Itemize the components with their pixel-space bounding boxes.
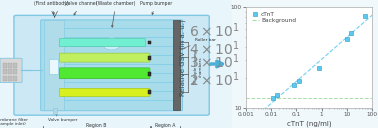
- X-axis label: cTnT (ng/ml): cTnT (ng/ml): [287, 120, 332, 127]
- FancyBboxPatch shape: [59, 68, 150, 79]
- Text: Region B: Region B: [86, 123, 107, 128]
- Point: [296, 80, 302, 82]
- Ellipse shape: [102, 37, 121, 50]
- Text: Valve channel: Valve channel: [65, 1, 97, 15]
- Text: Valve bumper: Valve bumper: [48, 114, 77, 122]
- Point: [349, 32, 355, 34]
- Bar: [44, 20, 64, 110]
- Bar: [148, 41, 151, 44]
- Point: [316, 67, 322, 69]
- FancyBboxPatch shape: [59, 38, 145, 47]
- Bar: [49, 59, 58, 74]
- Legend: cTnT, Background: cTnT, Background: [251, 11, 297, 23]
- Bar: [13, 63, 17, 68]
- Bar: [148, 56, 151, 60]
- Text: Membrane filter
(Sample inlet): Membrane filter (Sample inlet): [0, 118, 28, 126]
- Bar: [8, 63, 12, 68]
- Bar: [3, 69, 7, 74]
- FancyBboxPatch shape: [0, 58, 22, 83]
- FancyBboxPatch shape: [14, 15, 209, 115]
- Bar: [53, 108, 57, 114]
- FancyBboxPatch shape: [41, 20, 183, 111]
- Bar: [3, 76, 7, 81]
- Text: Pump cavity
(Waste chamber): Pump cavity (Waste chamber): [96, 0, 136, 27]
- Bar: [13, 76, 17, 81]
- Bar: [148, 90, 151, 94]
- Bar: [3, 63, 7, 68]
- Text: Roller bar: Roller bar: [179, 38, 216, 50]
- Point: [344, 38, 350, 40]
- Bar: [8, 69, 12, 74]
- Text: Region A: Region A: [155, 123, 176, 128]
- Bar: [13, 69, 17, 74]
- Y-axis label: Relative GSV (in a. u.): Relative GSV (in a. u.): [180, 19, 186, 96]
- Point: [274, 94, 280, 96]
- Point: [362, 15, 368, 17]
- Bar: [8, 76, 12, 81]
- Text: Detection zone
(First antibody): Detection zone (First antibody): [34, 0, 69, 14]
- FancyBboxPatch shape: [59, 53, 150, 62]
- Text: Pump bumper: Pump bumper: [139, 1, 172, 15]
- Text: Multiple reagent
chambers: Multiple reagent chambers: [194, 50, 203, 83]
- Bar: [148, 72, 151, 76]
- Bar: [173, 20, 180, 110]
- Point: [291, 84, 297, 86]
- Point: [270, 97, 276, 99]
- FancyBboxPatch shape: [59, 88, 150, 97]
